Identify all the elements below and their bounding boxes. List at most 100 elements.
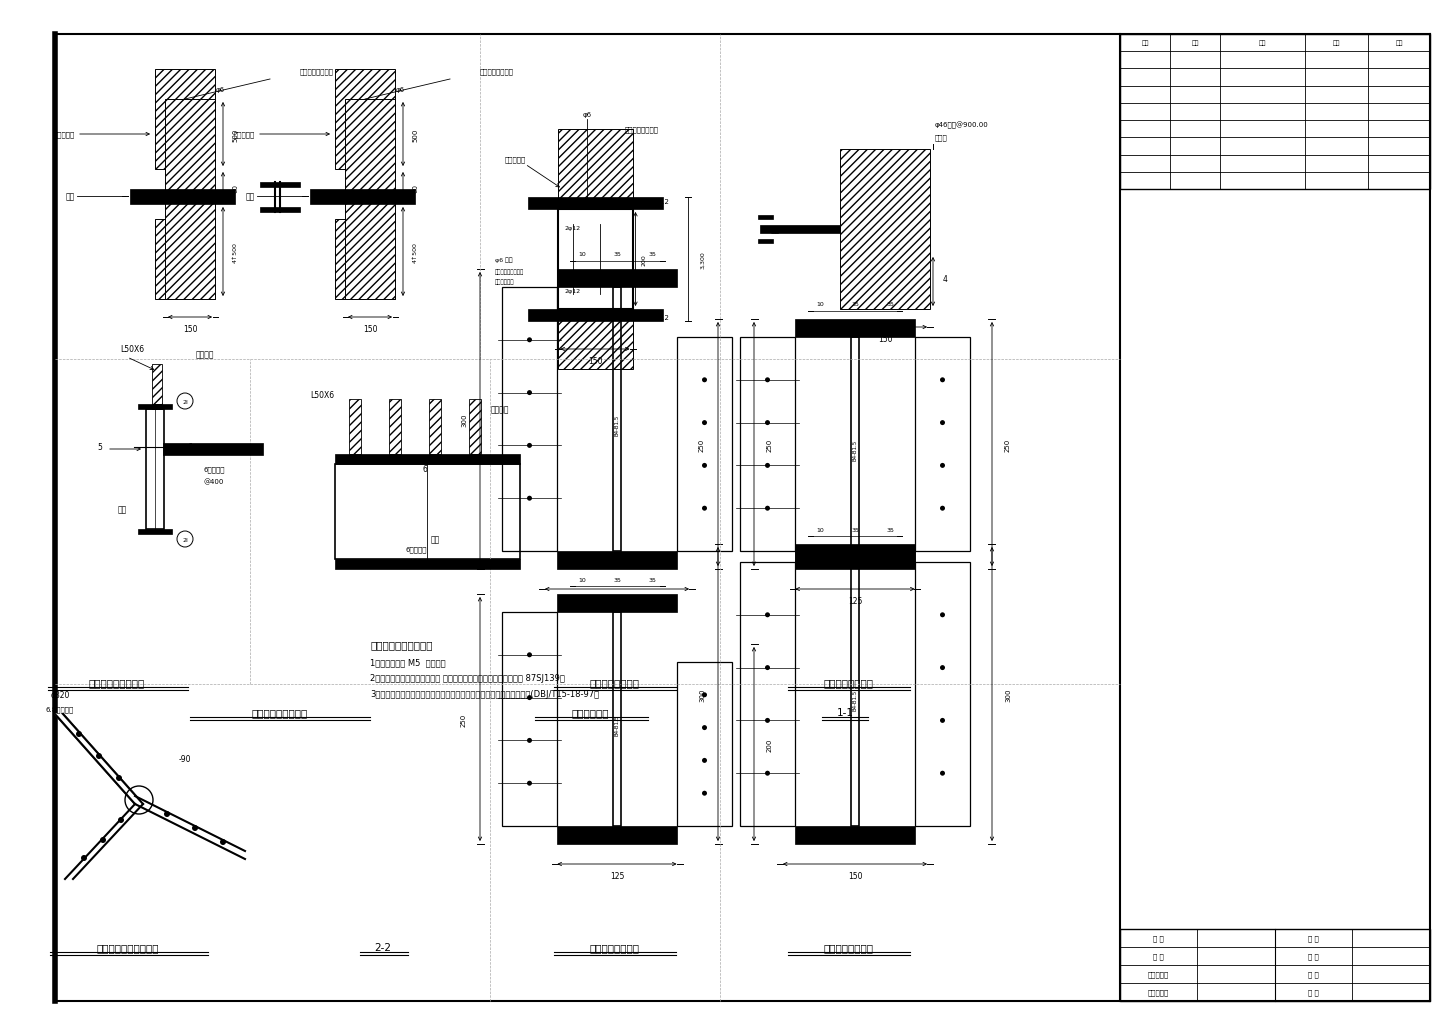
Circle shape — [765, 464, 770, 469]
Text: 版次: 版次 — [1142, 41, 1149, 46]
Circle shape — [703, 758, 707, 763]
Text: 日期: 日期 — [1332, 41, 1339, 46]
Text: 2I: 2I — [181, 537, 189, 542]
Text: 主次梁连接节点一: 主次梁连接节点一 — [589, 943, 639, 952]
Circle shape — [81, 855, 86, 861]
Circle shape — [703, 506, 707, 512]
Circle shape — [527, 652, 531, 657]
Text: φ6 拉筋: φ6 拉筋 — [495, 257, 513, 263]
Circle shape — [940, 665, 945, 671]
Circle shape — [527, 443, 531, 448]
Text: 描 图: 描 图 — [1309, 988, 1319, 996]
Bar — [1120, 929, 1430, 1001]
Text: 嵌两皮和块缝一道: 嵌两皮和块缝一道 — [480, 68, 514, 75]
Bar — [503, 287, 557, 551]
Bar — [336, 70, 395, 170]
Text: 150: 150 — [363, 325, 377, 334]
Text: 钢柱: 钢柱 — [66, 193, 75, 202]
Bar — [389, 399, 400, 454]
Text: 150: 150 — [878, 335, 893, 344]
Bar — [469, 399, 481, 454]
Text: 审 定: 审 定 — [1153, 934, 1164, 942]
Bar — [677, 337, 732, 551]
Text: 10: 10 — [816, 303, 824, 307]
Polygon shape — [135, 796, 245, 859]
Text: 35: 35 — [648, 577, 657, 582]
Text: 2φ12: 2φ12 — [651, 315, 670, 321]
Polygon shape — [55, 714, 143, 804]
Circle shape — [527, 781, 531, 786]
Bar — [795, 544, 914, 562]
Circle shape — [940, 506, 945, 512]
Text: 35: 35 — [613, 577, 621, 582]
Circle shape — [164, 811, 170, 817]
Text: 300: 300 — [1005, 688, 1011, 701]
Text: 主次梁连接节点二: 主次梁连接节点二 — [824, 943, 873, 952]
Bar — [557, 129, 632, 210]
Bar — [261, 208, 300, 213]
Circle shape — [940, 464, 945, 469]
Bar — [740, 337, 795, 551]
Text: φ6: φ6 — [396, 87, 405, 93]
Bar — [346, 100, 395, 300]
Circle shape — [765, 378, 770, 383]
Text: 主次梁连接节点四: 主次梁连接节点四 — [824, 678, 873, 688]
Text: φ6: φ6 — [582, 112, 592, 118]
Text: 成品栏杆: 成品栏杆 — [491, 406, 510, 414]
Text: 200: 200 — [642, 254, 647, 266]
Bar — [840, 150, 930, 310]
Bar — [348, 399, 361, 454]
Bar — [613, 287, 621, 551]
Bar — [153, 405, 163, 410]
Text: 设 计: 设 计 — [1309, 953, 1319, 959]
Text: φ820: φ820 — [50, 690, 69, 699]
Text: 35: 35 — [648, 253, 657, 257]
Text: B4-B1.5: B4-B1.5 — [852, 689, 857, 710]
Text: 10: 10 — [577, 577, 586, 582]
Circle shape — [220, 840, 226, 845]
Text: 普点处钢渠连接大样: 普点处钢渠连接大样 — [89, 678, 145, 688]
Text: 10: 10 — [816, 527, 824, 532]
Circle shape — [765, 718, 770, 723]
Text: 2-2: 2-2 — [374, 943, 392, 952]
Circle shape — [99, 838, 107, 843]
Bar — [677, 662, 732, 826]
Text: 35: 35 — [613, 253, 621, 257]
Circle shape — [765, 506, 770, 512]
Text: 制 图: 制 图 — [1309, 971, 1319, 977]
Text: 加气混凝土砌块建筑: 加气混凝土砌块建筑 — [495, 269, 524, 274]
Text: 工程负责人: 工程负责人 — [1148, 988, 1169, 996]
Text: 300: 300 — [461, 413, 467, 426]
Circle shape — [527, 338, 531, 343]
Bar — [163, 443, 264, 455]
Bar — [557, 826, 677, 844]
Text: 轻质加气砌块墙做法：: 轻质加气砌块墙做法： — [370, 639, 432, 649]
Bar — [310, 190, 415, 205]
Bar — [527, 310, 662, 322]
Text: 150: 150 — [588, 357, 602, 366]
Bar — [503, 612, 557, 826]
Text: -90: -90 — [179, 755, 192, 764]
Text: 1、砌筑用砂浆 M5  水泥砂浆: 1、砌筑用砂浆 M5 水泥砂浆 — [370, 657, 445, 666]
Bar — [557, 594, 677, 612]
Bar — [914, 562, 971, 826]
Circle shape — [527, 496, 531, 501]
Text: 签名: 签名 — [1259, 41, 1266, 46]
Text: 嵌两皮和块缝一道: 嵌两皮和块缝一道 — [625, 126, 660, 133]
Bar — [156, 70, 215, 170]
Bar — [138, 530, 171, 535]
Bar — [757, 239, 773, 244]
Text: 250: 250 — [1005, 438, 1011, 451]
Text: 1-1: 1-1 — [837, 707, 854, 717]
Text: 外墙与钢柱连接构造: 外墙与钢柱连接构造 — [252, 707, 308, 717]
Text: 修改: 修改 — [1191, 41, 1198, 46]
Text: B4-B1.5: B4-B1.5 — [852, 439, 857, 461]
Bar — [557, 310, 632, 370]
Circle shape — [527, 390, 531, 395]
Bar — [336, 465, 520, 559]
Text: 6厚加劲板: 6厚加劲板 — [203, 467, 225, 473]
Text: 主次梁连接节点三: 主次梁连接节点三 — [589, 678, 639, 688]
Bar — [145, 410, 164, 530]
Circle shape — [765, 612, 770, 618]
Bar — [795, 320, 914, 337]
